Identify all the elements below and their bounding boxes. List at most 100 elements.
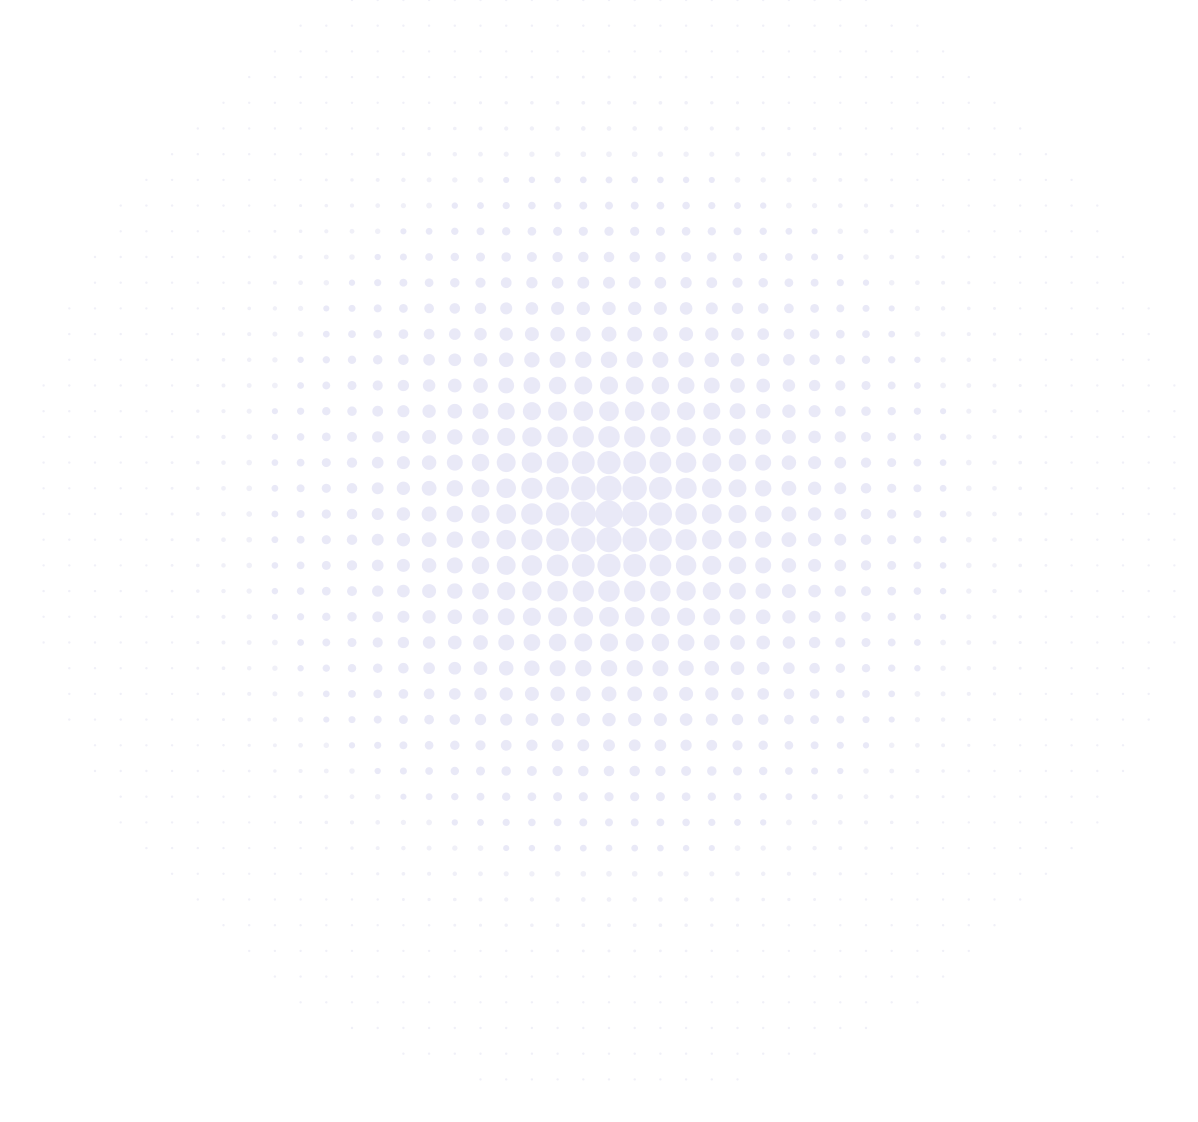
halftone-dot (119, 564, 122, 567)
halftone-dot (170, 204, 174, 207)
halftone-dot (145, 487, 148, 490)
halftone-dot (505, 975, 508, 978)
halftone-dot (500, 302, 513, 315)
halftone-dot (119, 410, 122, 413)
halftone-dot (196, 846, 199, 850)
halftone-dot (450, 252, 460, 262)
halftone-dot (890, 872, 893, 875)
halftone-dot (196, 744, 199, 747)
halftone-dot (196, 307, 199, 310)
halftone-dot (782, 404, 796, 418)
halftone-dot (993, 718, 996, 722)
halftone-dot (916, 153, 919, 156)
halftone-dot (273, 898, 277, 901)
halftone-dot (452, 871, 458, 877)
halftone-dot (683, 897, 689, 902)
halftone-dot (834, 431, 846, 443)
halftone-dot (993, 872, 996, 875)
halftone-dot (497, 582, 516, 601)
halftone-dot (530, 24, 534, 27)
halftone-dot (761, 126, 765, 131)
halftone-dot (425, 793, 433, 801)
halftone-dot (1096, 410, 1099, 413)
halftone-dot (222, 718, 225, 722)
halftone-dot (860, 560, 872, 571)
halftone-dot (755, 454, 772, 471)
halftone-dot (145, 589, 148, 593)
halftone-dot (1044, 486, 1048, 490)
halftone-dot (755, 429, 771, 445)
halftone-dot (349, 254, 355, 260)
halftone-dot (170, 409, 174, 413)
halftone-dot (1121, 589, 1125, 593)
halftone-dot (861, 637, 871, 648)
halftone-dot (196, 666, 200, 670)
halftone-dot (196, 872, 199, 875)
halftone-dot (657, 151, 664, 157)
halftone-dot (119, 230, 122, 233)
halftone-dot (396, 558, 410, 572)
halftone-dot (376, 101, 379, 105)
halftone-dot (680, 277, 692, 289)
halftone-dot (993, 127, 996, 130)
halftone-dot (836, 304, 845, 313)
halftone-dot (993, 898, 996, 901)
halftone-dot (890, 178, 894, 182)
halftone-dot (757, 303, 769, 314)
halftone-dot (813, 924, 816, 927)
halftone-dot (325, 50, 328, 53)
halftone-dot (398, 715, 408, 725)
halftone-dot (372, 355, 383, 365)
halftone-dot (683, 871, 689, 877)
halftone-dot (271, 562, 279, 569)
halftone-dot (196, 692, 200, 696)
halftone-dot (656, 818, 665, 827)
halftone-dot (273, 255, 277, 259)
halftone-dot (402, 949, 405, 953)
halftone-dot (734, 177, 741, 183)
halftone-dot (479, 1078, 482, 1081)
halftone-dot (966, 434, 972, 440)
halftone-dot (1019, 281, 1022, 284)
halftone-dot (119, 718, 122, 721)
halftone-dot (170, 307, 174, 310)
halftone-dot (554, 844, 561, 852)
halftone-dot (424, 740, 434, 750)
halftone-dot (453, 923, 457, 927)
halftone-dot (221, 692, 226, 696)
halftone-dot (628, 276, 641, 289)
halftone-dot (602, 712, 616, 727)
halftone-dot (864, 1026, 868, 1030)
halftone-dot (479, 1001, 482, 1004)
halftone-dot (521, 503, 543, 525)
halftone-dot (887, 407, 896, 416)
halftone-dot (119, 487, 122, 490)
halftone-dot (837, 820, 843, 825)
halftone-dot (42, 512, 45, 516)
halftone-dot (68, 538, 71, 541)
halftone-dot (993, 744, 996, 747)
halftone-dot (1147, 410, 1150, 413)
halftone-dot (524, 660, 540, 676)
halftone-dot (556, 975, 559, 978)
halftone-dot (397, 584, 410, 598)
halftone-dot (556, 1026, 559, 1030)
halftone-dot (1096, 821, 1099, 824)
halftone-dot (782, 610, 796, 624)
halftone-dot (1070, 564, 1073, 567)
halftone-dot (915, 768, 920, 774)
halftone-dot (346, 508, 358, 520)
halftone-dot (347, 612, 357, 622)
halftone-dot (453, 975, 456, 978)
halftone-dot (299, 975, 302, 978)
halftone-dot (993, 769, 996, 773)
halftone-dot (574, 633, 593, 652)
halftone-dot (570, 501, 596, 527)
halftone-dot (248, 75, 251, 79)
halftone-dot (221, 537, 226, 543)
halftone-dot (731, 687, 744, 701)
halftone-dot (373, 304, 382, 313)
halftone-dot (530, 1078, 534, 1081)
halftone-dot (145, 178, 148, 182)
halftone-dot (477, 202, 484, 210)
